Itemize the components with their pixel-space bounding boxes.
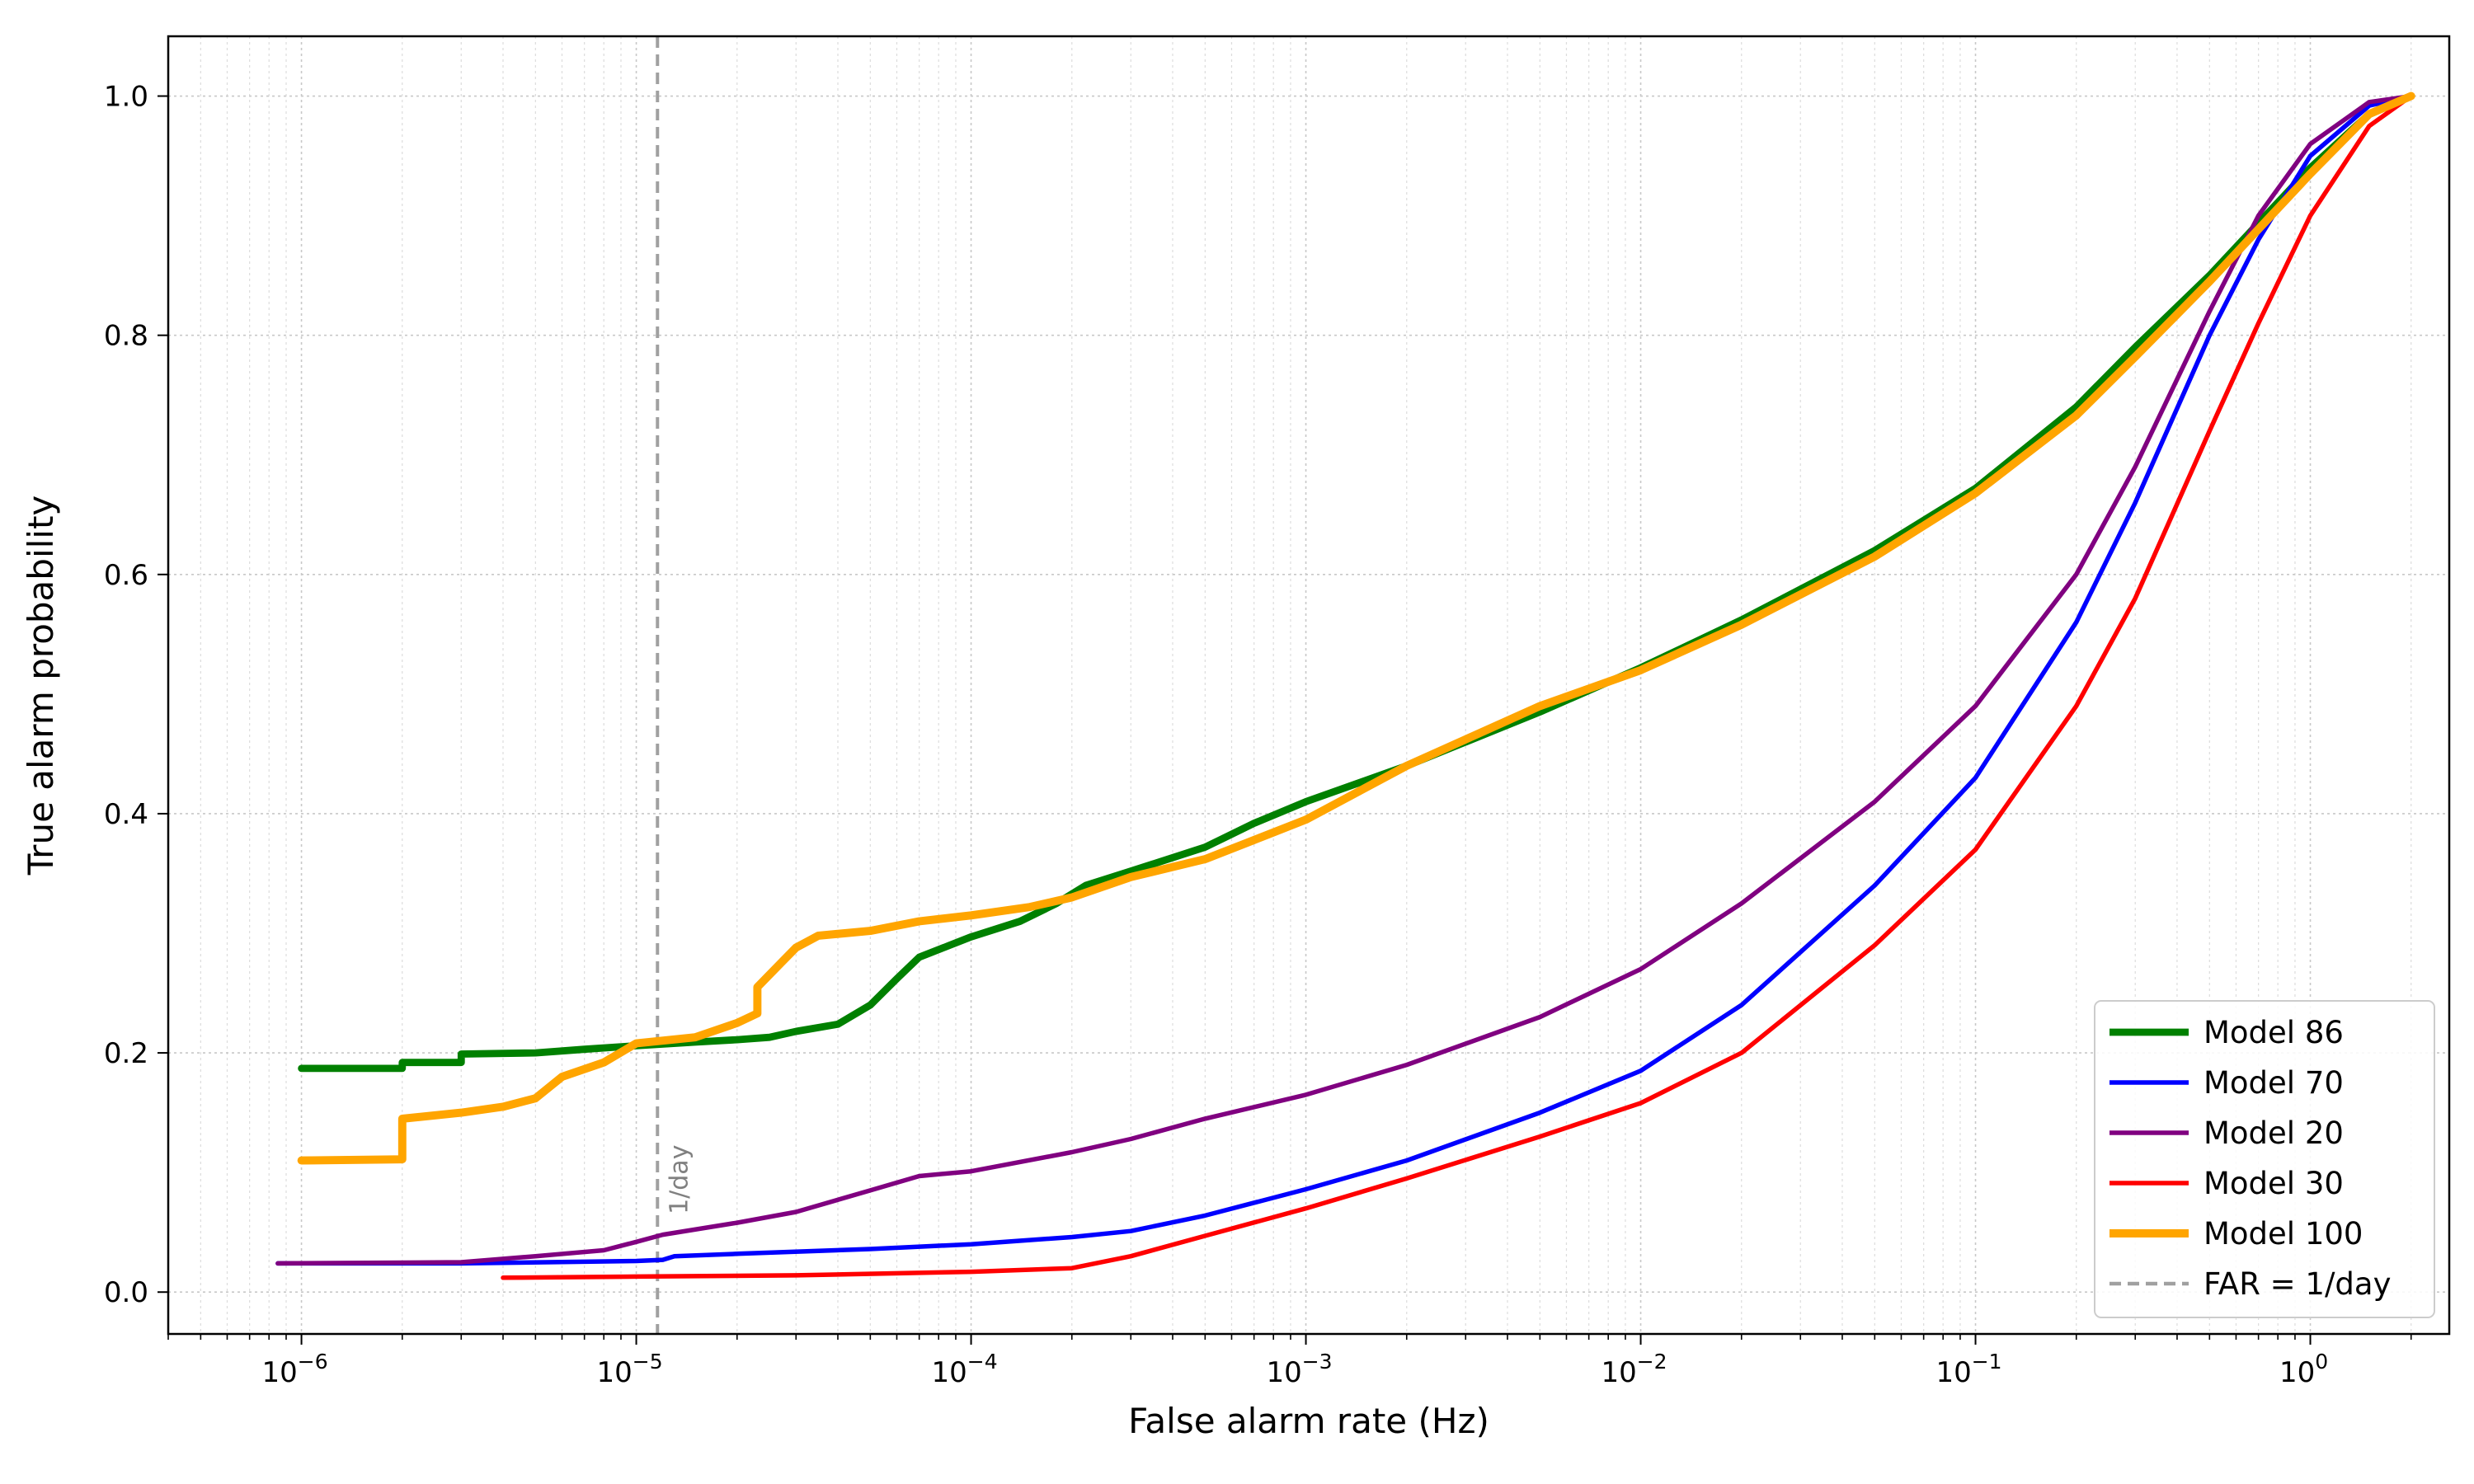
legend-label: Model 30 bbox=[2204, 1166, 2344, 1201]
x-axis-label: False alarm rate (Hz) bbox=[1128, 1401, 1489, 1441]
x-tick-label: 10−1 bbox=[1935, 1350, 2001, 1389]
series-line-model-20 bbox=[275, 93, 2414, 1266]
legend-label: Model 70 bbox=[2204, 1065, 2344, 1101]
y-tick-label: 0.6 bbox=[104, 559, 148, 592]
y-axis-ticks: 0.0 0.2 0.4 0.6 0.8 1.0 bbox=[104, 81, 168, 1309]
legend-box bbox=[2094, 1000, 2435, 1318]
x-tick-label: 10−3 bbox=[1266, 1350, 1332, 1389]
reference-line-layer: 1/day bbox=[656, 36, 694, 1334]
x-tick-label: 10−2 bbox=[1601, 1350, 1667, 1389]
legend-label: Model 20 bbox=[2204, 1115, 2344, 1151]
x-axis-ticks: 10−6 10−5 10−4 10−3 10−2 10−1 100 bbox=[167, 1334, 2412, 1389]
series-line-model-100 bbox=[297, 92, 2415, 1165]
y-tick-label: 1.0 bbox=[104, 81, 148, 114]
series-layer bbox=[275, 92, 2415, 1280]
series-line-model-70 bbox=[275, 93, 2414, 1266]
legend-label: FAR = 1/day bbox=[2204, 1266, 2392, 1302]
y-tick-label: 0.8 bbox=[104, 320, 148, 353]
y-tick-label: 0.2 bbox=[104, 1037, 148, 1070]
x-tick-label: 10−6 bbox=[261, 1350, 327, 1389]
y-axis-label: True alarm probability bbox=[21, 495, 61, 876]
legend-label: Model 86 bbox=[2204, 1015, 2344, 1050]
reference-line-annotation: 1/day bbox=[665, 1145, 694, 1214]
series-line-model-30 bbox=[501, 93, 2414, 1280]
plot-frame bbox=[167, 35, 2451, 1336]
y-tick-label: 0.4 bbox=[104, 798, 148, 831]
x-tick-label: 10−4 bbox=[931, 1350, 997, 1389]
legend: Model 86 Model 70 Model 20 Model 30 Model 10… bbox=[2094, 1000, 2435, 1318]
x-tick-label: 10−5 bbox=[596, 1350, 662, 1389]
legend-label: Model 100 bbox=[2204, 1216, 2363, 1252]
series-line-model-86 bbox=[298, 92, 2415, 1073]
y-tick-label: 0.0 bbox=[104, 1276, 148, 1309]
x-tick-label: 100 bbox=[2279, 1350, 2328, 1389]
